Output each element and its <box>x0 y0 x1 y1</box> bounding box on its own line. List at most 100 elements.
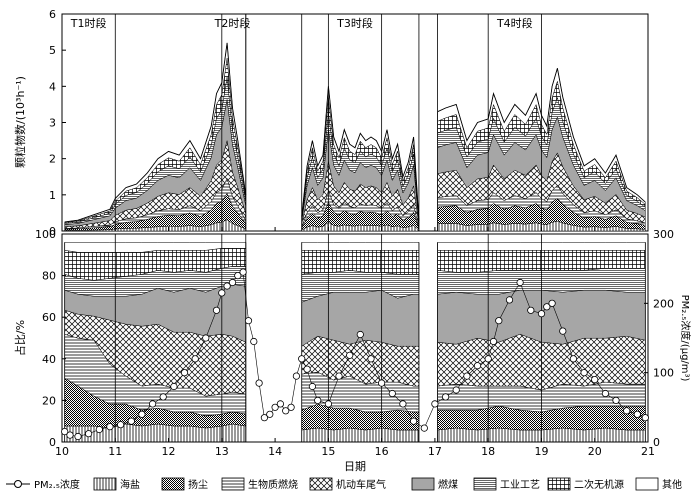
bottom-ytick-label: 40 <box>42 353 56 366</box>
pm25-point <box>399 400 407 408</box>
top-total-line-T4 <box>437 68 646 203</box>
pm25-point <box>633 410 641 418</box>
pm25-point <box>117 421 125 429</box>
bottom-y2tick-label: 200 <box>653 297 674 310</box>
pm25-point <box>202 334 210 342</box>
pm25-point <box>127 417 135 425</box>
top-ytick-label: 2 <box>49 153 56 166</box>
x-axis-label: 日期 <box>344 460 366 473</box>
xtick-label: 17 <box>428 445 442 458</box>
top-y-axis: 0 1 2 3 4 5 6 <box>49 8 66 238</box>
pm25-point <box>591 375 599 384</box>
xtick-label: 21 <box>641 445 655 458</box>
pm25-point <box>335 372 343 380</box>
bottom-ytick-label: 60 <box>42 311 56 324</box>
legend-label: 二次无机源 <box>574 478 624 491</box>
pm25-point <box>223 282 231 290</box>
top-y-axis-label: 颗粒物数/(10³h⁻¹) <box>13 76 27 168</box>
legend-swatch <box>411 477 435 491</box>
legend-swatch <box>635 477 659 491</box>
bottom-y2-axis-label: PM₂.₅浓度/(μg/m³) <box>679 295 692 382</box>
pm25-point <box>473 362 482 370</box>
xtick-label: 13 <box>215 445 229 458</box>
bottom-y2tick-label: 0 <box>653 436 660 449</box>
legend-swatch <box>309 477 333 491</box>
pm25-point <box>218 289 226 297</box>
period-label: T3时段 <box>336 16 373 30</box>
xtick-label: 15 <box>321 445 335 458</box>
pm25-point <box>138 410 146 418</box>
pm25-point <box>543 303 551 311</box>
bottom-ytick-label: 100 <box>35 228 56 241</box>
pm25-series <box>61 268 649 441</box>
pm25-point <box>346 351 354 359</box>
bottom-area-T3-二次无机源 <box>301 250 420 275</box>
pm25-point <box>559 327 567 335</box>
legend-swatch-circle <box>14 480 22 488</box>
bottom-y2-axis: 0 100 200 300 <box>644 228 674 449</box>
top-stacked-areas <box>64 42 646 232</box>
legend-label: 燃煤 <box>438 478 458 491</box>
bottom-stacked-areas <box>64 242 646 443</box>
pm25-point <box>244 317 253 325</box>
legend-swatch <box>161 477 185 491</box>
top-ytick-label: 3 <box>49 117 56 130</box>
bottom-y-axis: 0 20 40 60 80 100 <box>35 228 66 449</box>
pm25-point <box>516 278 524 287</box>
bottom-y2tick-label: 100 <box>653 367 674 380</box>
legend-label: 扬尘 <box>188 478 208 491</box>
pm25-point <box>212 306 221 314</box>
bottom-y-axis-label: 占比/% <box>13 320 27 356</box>
pm25-point <box>441 393 450 401</box>
pm25-point <box>612 396 620 404</box>
pm25-point <box>420 424 428 432</box>
pm25-point <box>239 268 247 276</box>
pm25-point <box>106 423 114 431</box>
pm25-point <box>548 299 556 307</box>
top-total-line-T3 <box>301 86 420 221</box>
x-axis: 10 11 12 13 14 15 16 17 18 19 20 21 <box>55 227 655 458</box>
pm25-point <box>580 369 588 377</box>
pm25-point <box>66 431 74 439</box>
bottom-ytick-label: 80 <box>42 270 56 283</box>
top-ytick-label: 0 <box>49 225 56 238</box>
pm25-point <box>505 296 514 304</box>
legend: PM₂.₅浓度 海盐 扬尘 生物质燃烧 机动车尾气 燃煤 工业工艺 二次无机源 其他 <box>6 477 682 491</box>
legend-swatch <box>93 477 117 491</box>
pm25-point <box>303 365 311 373</box>
pm25-point <box>298 355 306 363</box>
xtick-label: 12 <box>162 445 176 458</box>
pm25-point <box>191 355 199 363</box>
pm25-point <box>489 337 498 346</box>
pm25-point <box>367 355 375 363</box>
xtick-label: 11 <box>108 445 122 458</box>
pm25-point <box>260 414 268 422</box>
period-label: T4时段 <box>496 16 533 30</box>
pm25-point <box>308 382 316 391</box>
period-label: T1时段 <box>70 16 107 30</box>
pm25-point <box>641 414 649 422</box>
top-ytick-label: 6 <box>49 8 56 21</box>
pm25-point <box>170 382 178 391</box>
pm25-point <box>292 372 300 380</box>
top-ytick-label: 1 <box>49 189 56 202</box>
pm25-point <box>159 393 167 401</box>
pm25-point <box>324 400 332 408</box>
bottom-ytick-label: 0 <box>49 436 56 449</box>
pm25-point <box>228 278 237 287</box>
pm25-point <box>452 386 460 394</box>
xtick-label: 18 <box>481 445 495 458</box>
pm25-point <box>495 317 503 325</box>
top-total-line-T1-T2 <box>64 42 247 223</box>
bottom-y2tick-label: 300 <box>653 228 674 241</box>
xtick-label: 10 <box>55 445 69 458</box>
legend-swatch <box>221 477 245 491</box>
legend-label: PM₂.₅浓度 <box>34 478 80 491</box>
pm25-point <box>463 372 471 380</box>
bottom-ytick-label: 20 <box>42 394 56 407</box>
pm25-point <box>61 427 69 436</box>
period-markers: T1时段 T2时段 T3时段 T4时段 <box>61 14 542 231</box>
pm25-point <box>74 432 82 441</box>
top-panel: 0 1 2 3 4 5 6 T1时段 T2时段 T3时段 T4时段 颗粒物数/(10³h⁻¹) <box>13 8 649 238</box>
